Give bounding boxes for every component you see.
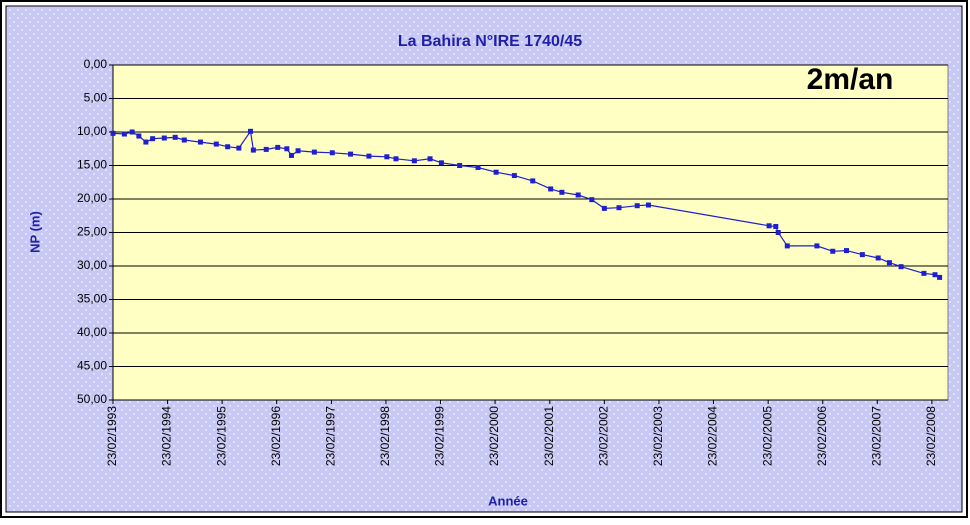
data-point (814, 243, 820, 249)
y-tick-label: 45,00 (77, 359, 107, 373)
x-tick-label: 23/02/2006 (815, 406, 829, 466)
x-tick-label: 23/02/1994 (160, 406, 174, 466)
x-tick-label: 23/02/1999 (433, 406, 447, 466)
data-point (493, 169, 499, 175)
data-point (921, 270, 927, 276)
data-point (937, 274, 943, 280)
data-point (875, 255, 881, 261)
x-tick-label: 23/02/1998 (378, 406, 392, 466)
y-tick-label: 0,00 (84, 57, 108, 71)
data-point (601, 205, 607, 211)
data-point (784, 243, 790, 249)
data-point (181, 137, 187, 143)
data-point (634, 203, 640, 209)
x-tick-label: 23/02/1993 (105, 406, 119, 466)
data-line (112, 129, 940, 278)
y-tick-label: 40,00 (77, 325, 107, 339)
data-point (110, 130, 116, 136)
y-tick-label: 20,00 (77, 191, 107, 205)
data-point (589, 197, 595, 203)
data-point (213, 141, 219, 147)
data-point (773, 223, 779, 229)
data-point (366, 153, 372, 159)
data-point (121, 131, 127, 137)
y-tick-label: 15,00 (77, 158, 107, 172)
x-tick-label: 23/02/2008 (924, 406, 938, 466)
data-point (859, 252, 865, 258)
x-tick-label: 23/02/2000 (487, 406, 501, 466)
data-point (295, 148, 301, 154)
data-point (575, 192, 581, 198)
data-point (250, 147, 256, 153)
data-point (311, 149, 317, 155)
data-point (427, 156, 433, 162)
data-point (150, 136, 156, 142)
data-point (457, 163, 463, 168)
y-tick-label: 30,00 (77, 258, 107, 272)
annotation: 2m/an (807, 63, 894, 96)
data-point (348, 151, 354, 157)
y-tick-label: 10,00 (77, 124, 107, 138)
data-point (329, 150, 335, 156)
x-tick-label: 23/02/1997 (324, 406, 338, 466)
data-point (775, 230, 781, 235)
x-tick-label: 23/02/1996 (269, 406, 283, 466)
x-tick-label: 23/02/2004 (706, 406, 720, 466)
data-point (932, 272, 938, 278)
data-point (548, 186, 554, 192)
data-point (161, 135, 167, 141)
y-tick-label: 35,00 (77, 292, 107, 306)
x-tick-label: 23/02/1995 (214, 406, 228, 466)
x-tick-label: 23/02/2005 (760, 406, 774, 466)
data-point (645, 202, 651, 208)
data-point (616, 205, 622, 211)
data-point (129, 129, 135, 135)
data-point (844, 248, 850, 254)
data-point (172, 134, 178, 140)
x-tick-label: 23/02/2001 (542, 406, 556, 466)
data-point (475, 165, 481, 171)
data-point (886, 260, 892, 266)
data-point (288, 152, 294, 158)
data-point (393, 156, 399, 162)
data-point (511, 173, 517, 179)
data-point (263, 146, 269, 152)
data-point (275, 144, 281, 150)
data-point (830, 248, 836, 254)
data-point (136, 133, 142, 139)
data-point (530, 178, 536, 184)
x-tick-label: 23/02/2007 (869, 406, 883, 466)
data-point (384, 154, 390, 160)
y-tick-label: 50,00 (77, 392, 107, 406)
x-axis-label: Année (488, 493, 528, 508)
data-point (411, 158, 417, 164)
data-point (225, 144, 231, 150)
data-point (898, 264, 904, 270)
data-point (438, 160, 444, 166)
y-tick-label: 5,00 (84, 91, 108, 105)
y-axis-label: NP (m) (27, 211, 42, 253)
data-point (559, 189, 565, 195)
data-point (248, 128, 254, 134)
data-point (197, 139, 203, 145)
data-point (284, 146, 290, 152)
x-tick-label: 23/02/2003 (651, 406, 665, 466)
data-point (143, 139, 149, 145)
data-point (236, 145, 242, 151)
y-tick-label: 25,00 (77, 225, 107, 239)
x-tick-label: 23/02/2002 (597, 406, 611, 466)
chart-title: La Bahira N°IRE 1740/45 (398, 33, 582, 50)
data-point (766, 223, 772, 229)
